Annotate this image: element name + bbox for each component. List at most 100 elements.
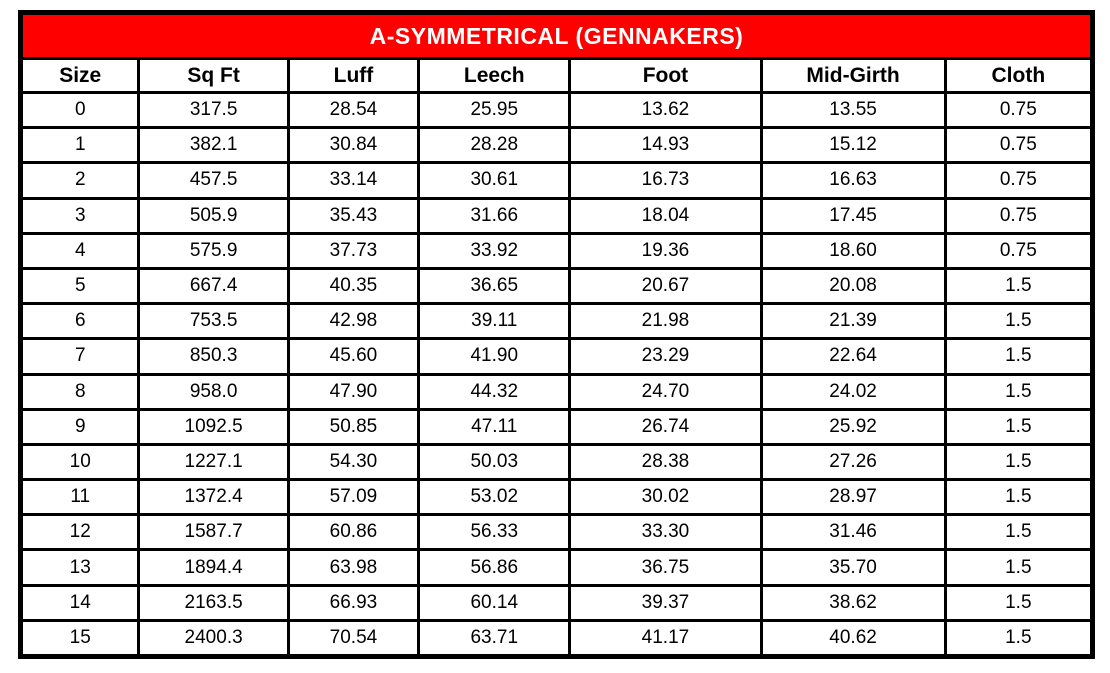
- table-cell: 0.75: [943, 196, 1095, 235]
- table-cell: 1092.5: [137, 407, 290, 446]
- table-cell: 15.12: [759, 126, 947, 165]
- table-row: 0 317.5 28.54 25.95 13.62 13.55 0.75: [18, 90, 1095, 130]
- title-row: A-SYMMETRICAL (GENNAKERS): [19, 11, 1094, 60]
- table-row: 11 1372.4 57.09 53.02 30.02 28.97 1.5: [18, 478, 1095, 517]
- table-cell: 28.38: [568, 442, 763, 482]
- table-cell: 26.74: [568, 407, 763, 446]
- column-header-sqft: Sq Ft: [137, 57, 290, 94]
- table-cell: 22.64: [759, 337, 947, 376]
- table-row: 3 505.9 35.43 31.66 18.04 17.45 0.75: [18, 196, 1095, 235]
- table-cell: 16.63: [759, 161, 947, 200]
- table-cell: 18.04: [568, 196, 763, 235]
- table-cell: 42.98: [286, 302, 421, 341]
- table-cell: 31.46: [759, 513, 947, 552]
- table-cell: 63.71: [417, 618, 572, 659]
- table-cell: 56.86: [417, 548, 572, 587]
- table-row: 4 575.9 37.73 33.92 19.36 18.60 0.75: [18, 231, 1095, 270]
- column-header-luff: Luff: [286, 57, 421, 94]
- table-cell: 56.33: [417, 513, 572, 552]
- table-cell: 457.5: [137, 161, 290, 200]
- column-header-foot: Foot: [568, 57, 763, 94]
- table-cell: 35.70: [759, 548, 947, 587]
- table-cell: 60.14: [417, 583, 572, 622]
- table-cell: 0.75: [943, 231, 1095, 270]
- table-cell: 13: [18, 548, 141, 587]
- table-cell: 15: [18, 618, 141, 659]
- table-cell: 30.61: [417, 161, 572, 200]
- table-cell: 53.02: [417, 478, 572, 517]
- table-cell: 50.03: [417, 442, 572, 482]
- table-row: 14 2163.5 66.93 60.14 39.37 38.62 1.5: [18, 583, 1095, 622]
- table-cell: 575.9: [137, 231, 290, 270]
- table-cell: 17.45: [759, 196, 947, 235]
- table-cell: 39.11: [417, 302, 572, 341]
- column-header-mid-girth: Mid-Girth: [759, 57, 947, 94]
- table-cell: 10: [18, 442, 141, 482]
- table-row: 7 850.3 45.60 41.90 23.29 22.64 1.5: [18, 337, 1095, 376]
- table-cell: 958.0: [137, 372, 290, 411]
- table-cell: 31.66: [417, 196, 572, 235]
- table-cell: 6: [18, 302, 141, 341]
- table-cell: 23.29: [568, 337, 763, 376]
- table-cell: 33.92: [417, 231, 572, 270]
- table-cell: 8: [18, 372, 141, 411]
- table-cell: 20.08: [759, 266, 947, 306]
- table-cell: 35.43: [286, 196, 421, 235]
- table-cell: 33.14: [286, 161, 421, 200]
- table-cell: 753.5: [137, 302, 290, 341]
- table-cell: 1.5: [943, 372, 1095, 411]
- table-cell: 5: [18, 266, 141, 306]
- table-cell: 25.95: [417, 90, 572, 130]
- table-cell: 850.3: [137, 337, 290, 376]
- table-row: 2 457.5 33.14 30.61 16.73 16.63 0.75: [18, 161, 1095, 200]
- table-cell: 38.62: [759, 583, 947, 622]
- table-cell: 1.5: [943, 548, 1095, 587]
- table-cell: 24.02: [759, 372, 947, 411]
- table-cell: 28.54: [286, 90, 421, 130]
- table-cell: 37.73: [286, 231, 421, 270]
- table-cell: 25.92: [759, 407, 947, 446]
- table-row: 1 382.1 30.84 28.28 14.93 15.12 0.75: [18, 126, 1095, 165]
- table-cell: 667.4: [137, 266, 290, 306]
- table-cell: 4: [18, 231, 141, 270]
- table-cell: 1.5: [943, 407, 1095, 446]
- table-cell: 39.37: [568, 583, 763, 622]
- table-cell: 47.11: [417, 407, 572, 446]
- table-body: 0 317.5 28.54 25.95 13.62 13.55 0.75 1 382.1 30.8…: [18, 90, 1095, 659]
- table-cell: 28.97: [759, 478, 947, 517]
- table-cell: 317.5: [137, 90, 290, 130]
- table-cell: 1.5: [943, 442, 1095, 482]
- table-cell: 66.93: [286, 583, 421, 622]
- table-cell: 12: [18, 513, 141, 552]
- table-cell: 40.62: [759, 618, 947, 659]
- table-cell: 40.35: [286, 266, 421, 306]
- table-row: 5 667.4 40.35 36.65 20.67 20.08 1.5: [18, 266, 1095, 306]
- table-cell: 11: [18, 478, 141, 517]
- gennaker-size-table: A-SYMMETRICAL (GENNAKERS) Size Sq Ft Luf…: [18, 10, 1095, 659]
- table-cell: 36.75: [568, 548, 763, 587]
- table-cell: 20.67: [568, 266, 763, 306]
- table-row: 15 2400.3 70.54 63.71 41.17 40.62 1.5: [18, 618, 1095, 659]
- table-row: 12 1587.7 60.86 56.33 33.30 31.46 1.5: [18, 513, 1095, 552]
- table-cell: 1.5: [943, 618, 1095, 659]
- table-cell: 1227.1: [137, 442, 290, 482]
- table-cell: 505.9: [137, 196, 290, 235]
- table-cell: 18.60: [759, 231, 947, 270]
- table-cell: 13.55: [759, 90, 947, 130]
- table-cell: 0.75: [943, 90, 1095, 130]
- table-cell: 2163.5: [137, 583, 290, 622]
- table-cell: 0: [18, 90, 141, 130]
- table-row: 8 958.0 47.90 44.32 24.70 24.02 1.5: [18, 372, 1095, 411]
- table-cell: 24.70: [568, 372, 763, 411]
- table-cell: 2400.3: [137, 618, 290, 659]
- table-cell: 1894.4: [137, 548, 290, 587]
- table-cell: 30.02: [568, 478, 763, 517]
- table-cell: 44.32: [417, 372, 572, 411]
- table-cell: 9: [18, 407, 141, 446]
- column-header-size: Size: [18, 57, 141, 94]
- table-cell: 57.09: [286, 478, 421, 517]
- table-cell: 14: [18, 583, 141, 622]
- table-cell: 1372.4: [137, 478, 290, 517]
- table-row: 13 1894.4 63.98 56.86 36.75 35.70 1.5: [18, 548, 1095, 587]
